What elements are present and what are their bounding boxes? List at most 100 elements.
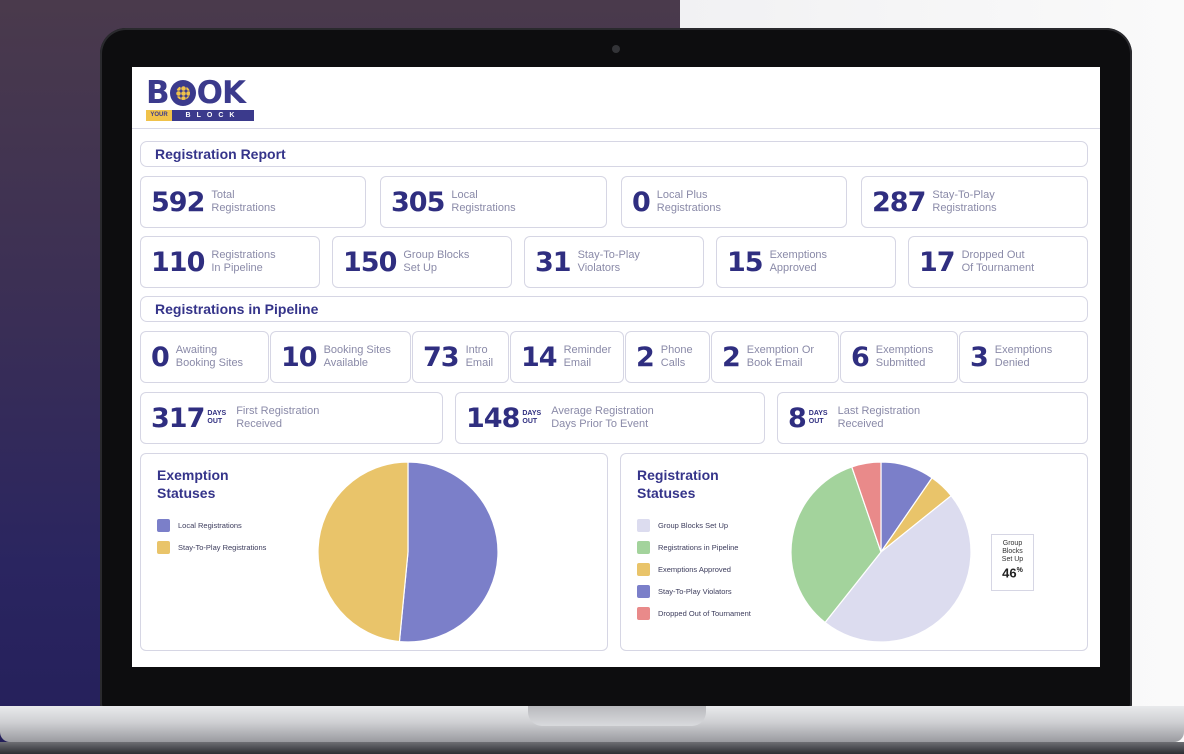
legend-label: Stay-To-Play Violators	[658, 586, 732, 596]
pie-slice-registrations-in-pipeline[interactable]	[790, 466, 882, 624]
days-card-last-registration[interactable]: 8 DAYS OUT Last Registration Received	[777, 392, 1088, 444]
legend-item[interactable]: Local Registrations	[157, 514, 266, 536]
pipeline-card-booking-sites-available[interactable]: 10 Booking Sites Available	[270, 331, 411, 383]
days-out-label: DAYS OUT	[207, 410, 227, 425]
stat-value: 17	[919, 246, 956, 278]
stat-value: 305	[391, 186, 445, 218]
laptop-shadow	[0, 742, 1184, 754]
pie-slice-stay-to-play-registrations[interactable]	[317, 461, 409, 643]
stat-label: Registrations In Pipeline	[211, 249, 276, 274]
stat-card-local-registrations[interactable]: 305 Local Registrations	[380, 176, 607, 228]
days-out-label: DAYS OUT	[522, 410, 542, 425]
stat-value: 150	[343, 246, 397, 278]
pie-slice-dropped-out-of-tournament[interactable]	[851, 461, 882, 553]
logo-subtitle: YOUR BLOCK	[146, 110, 254, 121]
legend-item[interactable]: Exemptions Approved	[637, 558, 751, 580]
book-your-block-logo[interactable]: B OK YOUR BLOCK	[146, 77, 258, 123]
legend-swatch	[637, 562, 650, 576]
days-out-label: DAYS OUT	[808, 410, 828, 425]
legend-swatch	[637, 606, 650, 620]
stat-label: Dropped Out Of Tournament	[961, 249, 1035, 274]
stat-value: 317	[151, 402, 205, 434]
callout-value: 46%	[1002, 565, 1023, 581]
stat-card-total-registrations[interactable]: 592 Total Registrations	[140, 176, 366, 228]
stat-value: 31	[535, 246, 572, 278]
legend-item[interactable]: Stay-To-Play Violators	[637, 580, 751, 602]
legend-label: Exemptions Approved	[658, 564, 731, 574]
stat-label: Awaiting Booking Sites	[175, 344, 244, 369]
stat-label: Exemptions Denied	[994, 344, 1053, 369]
stat-value: 14	[521, 341, 558, 373]
stat-label: Reminder Email	[563, 344, 612, 369]
stat-value: 3	[970, 341, 989, 373]
legend-swatch	[637, 540, 650, 554]
stat-label: Total Registrations	[211, 189, 276, 214]
camera-icon	[612, 45, 620, 53]
legend-label: Group Blocks Set Up	[658, 520, 729, 530]
stat-card-stay-to-play-violators[interactable]: 31 Stay-To-Play Violators	[524, 236, 704, 288]
callout-label: Group	[1002, 540, 1023, 547]
stat-label: Intro Email	[465, 344, 494, 369]
stat-label: Average Registration Days Prior To Event	[551, 405, 654, 430]
pipeline-card-reminder-email[interactable]: 14 Reminder Email	[510, 331, 624, 383]
stat-card-stay-to-play-registrations[interactable]: 287 Stay-To-Play Registrations	[861, 176, 1088, 228]
pipeline-card-exemptions-denied[interactable]: 3 Exemptions Denied	[959, 331, 1088, 383]
legend-label: Registrations in Pipeline	[658, 542, 739, 552]
legend-item[interactable]: Group Blocks Set Up	[637, 514, 751, 536]
exemption-statuses-title: Exemption Statuses	[157, 467, 229, 501]
pie-slice-local-registrations[interactable]	[398, 461, 499, 643]
pipeline-card-phone-calls[interactable]: 2 Phone Calls	[625, 331, 710, 383]
legend-swatch	[157, 518, 170, 532]
pie-callout-group-blocks: Group Blocks Set Up 46%	[991, 534, 1034, 591]
stat-value: 110	[151, 246, 205, 278]
callout-label: Blocks	[1002, 548, 1023, 555]
laptop-notch	[528, 706, 706, 726]
stat-value: 10	[281, 341, 318, 373]
stat-label: Exemptions Submitted	[875, 344, 934, 369]
stat-label: Last Registration Received	[837, 405, 921, 430]
stat-label: Exemptions Approved	[769, 249, 828, 274]
registration-legend: Group Blocks Set Up Registrations in Pip…	[637, 514, 751, 624]
legend-swatch	[637, 518, 650, 532]
callout-label: Set Up	[1001, 556, 1024, 563]
top-bar: B OK YOUR BLOCK	[132, 67, 1100, 129]
stat-card-exemptions-approved[interactable]: 15 Exemptions Approved	[716, 236, 896, 288]
stat-value: 592	[151, 186, 205, 218]
stat-label: Phone Calls	[660, 344, 693, 369]
days-card-first-registration[interactable]: 317 DAYS OUT First Registration Received	[140, 392, 443, 444]
registration-report-header: Registration Report	[140, 141, 1088, 167]
legend-label: Dropped Out of Tournament	[658, 608, 751, 618]
stat-card-local-plus-registrations[interactable]: 0 Local Plus Registrations	[621, 176, 847, 228]
logo-letters-ok: OK	[196, 75, 246, 111]
legend-label: Local Registrations	[178, 520, 242, 530]
stat-value: 0	[151, 341, 170, 373]
logo-o-icon	[169, 80, 196, 106]
stat-card-group-blocks-set-up[interactable]: 150 Group Blocks Set Up	[332, 236, 512, 288]
pipeline-card-exemptions-submitted[interactable]: 6 Exemptions Submitted	[840, 331, 958, 383]
logo-block: BLOCK	[172, 110, 254, 121]
stat-label: Local Plus Registrations	[656, 189, 721, 214]
stat-card-dropped-out[interactable]: 17 Dropped Out Of Tournament	[908, 236, 1088, 288]
stat-value: 6	[851, 341, 870, 373]
legend-item[interactable]: Registrations in Pipeline	[637, 536, 751, 558]
pipeline-card-awaiting-booking-sites[interactable]: 0 Awaiting Booking Sites	[140, 331, 269, 383]
stat-value: 8	[788, 402, 807, 434]
days-card-average-registration[interactable]: 148 DAYS OUT Average Registration Days Pri…	[455, 392, 765, 444]
pipeline-card-exemption-or-book-email[interactable]: 2 Exemption Or Book Email	[711, 331, 839, 383]
logo-letter-b: B	[146, 75, 170, 111]
exemption-legend: Local Registrations Stay-To-Play Registr…	[157, 514, 266, 558]
pie-slice-group-blocks-set-up[interactable]	[824, 494, 972, 643]
stat-value: 15	[727, 246, 764, 278]
legend-item[interactable]: Dropped Out of Tournament	[637, 602, 751, 624]
stat-card-registrations-in-pipeline[interactable]: 110 Registrations In Pipeline	[140, 236, 320, 288]
logo-wordmark: B OK	[146, 77, 258, 109]
legend-swatch	[637, 584, 650, 598]
legend-label: Stay-To-Play Registrations	[178, 542, 267, 552]
legend-item[interactable]: Stay-To-Play Registrations	[157, 536, 266, 558]
registration-pie-chart	[790, 461, 972, 643]
stat-value: 148	[466, 402, 520, 434]
registrations-in-pipeline-header: Registrations in Pipeline	[140, 296, 1088, 322]
stat-label: Booking Sites Available	[323, 344, 391, 369]
pipeline-card-intro-email[interactable]: 73 Intro Email	[412, 331, 509, 383]
legend-swatch	[157, 540, 170, 554]
